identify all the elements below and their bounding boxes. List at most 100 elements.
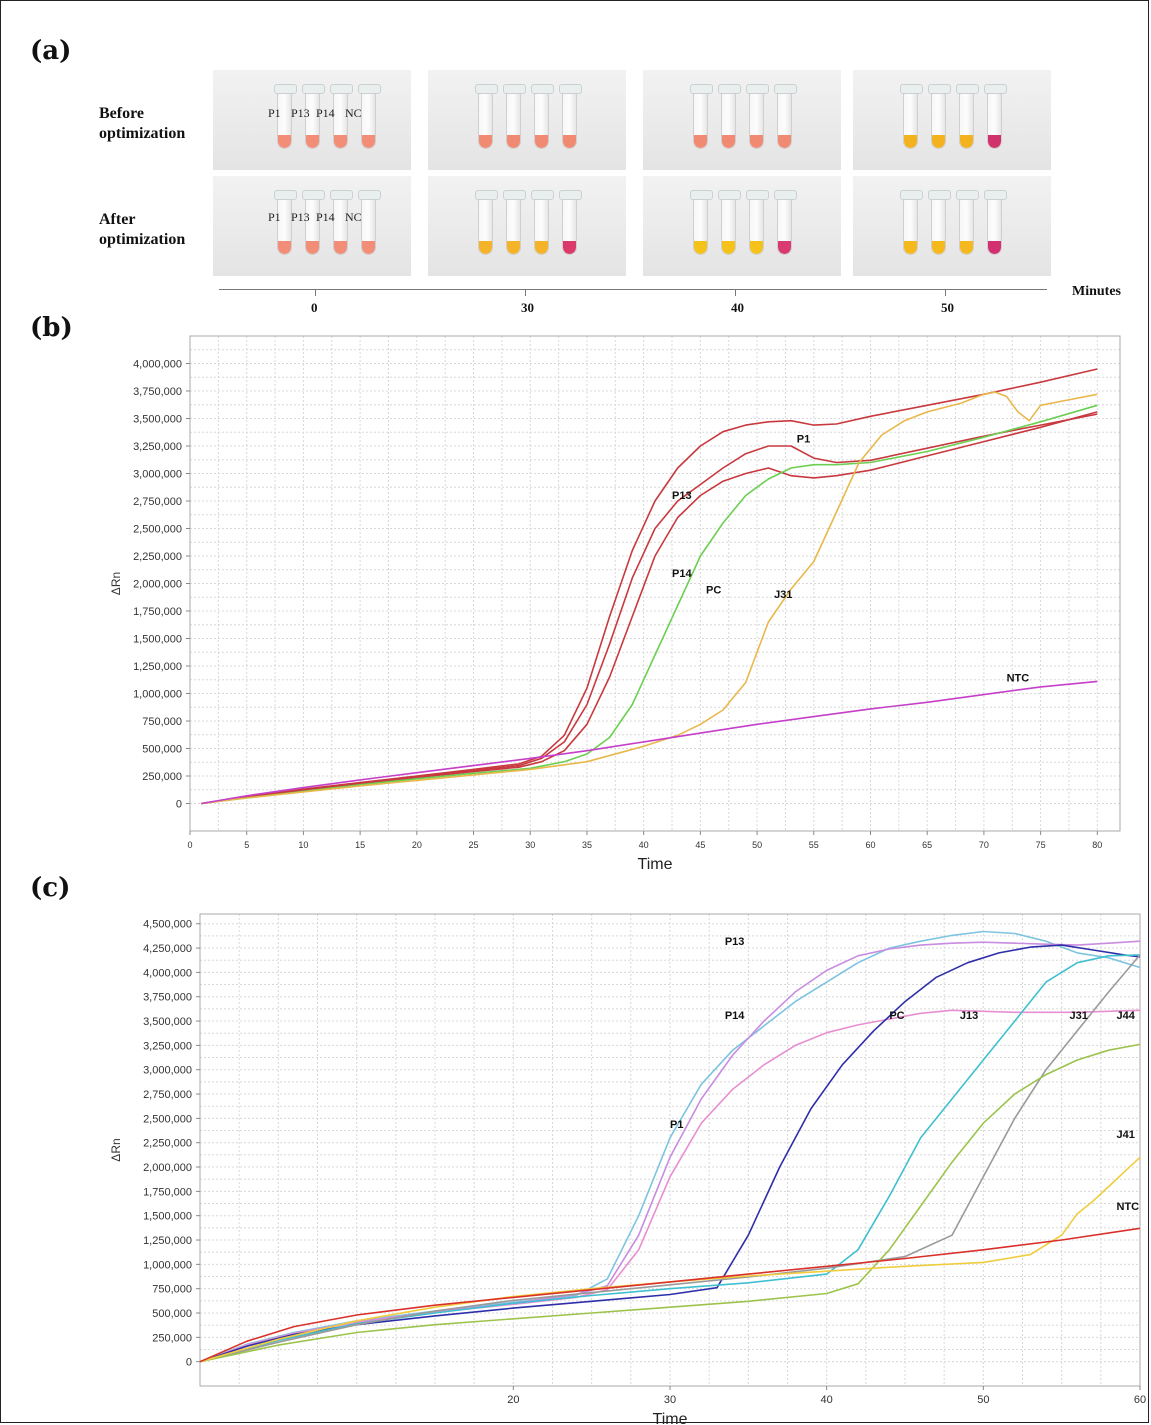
- y-tick-label: 1,250,000: [133, 661, 182, 673]
- x-tick-label: 50: [977, 1394, 989, 1406]
- x-tick-label: 0: [187, 840, 192, 850]
- panel-a-label: (a): [30, 36, 72, 66]
- tube: [302, 190, 325, 260]
- tube: [330, 190, 353, 260]
- chart-b: 0 250,000 500,000 750,000 1,000,000 1,250,000…: [109, 335, 1121, 873]
- series-line-pc: [201, 404, 1098, 805]
- y-tick-label: 4,250,000: [143, 943, 192, 955]
- y-tick-label: 2,250,000: [133, 551, 182, 563]
- series-line-j44: [199, 1043, 1141, 1363]
- x-tick-label: 45: [695, 840, 705, 850]
- y-tick-label: 250,000: [142, 771, 182, 783]
- tube: [984, 190, 1007, 260]
- y-tick-label: 2,000,000: [143, 1162, 192, 1174]
- tube-photo-r0-c3: [853, 70, 1051, 170]
- x-tick-label: 55: [809, 840, 819, 850]
- y-tick-label: 750,000: [152, 1284, 192, 1296]
- annotation-ntc: NTC: [1007, 672, 1030, 684]
- tube: [559, 84, 582, 154]
- annotation-p1: P1: [797, 434, 810, 446]
- x-tick-label: 5: [244, 840, 249, 850]
- y-tick-label: 1,000,000: [133, 689, 182, 701]
- x-tick-label: 75: [1036, 840, 1046, 850]
- tube: [475, 190, 498, 260]
- x-tick-label: 40: [639, 840, 649, 850]
- tube: [900, 190, 923, 260]
- series-line-j31: [199, 954, 1141, 1363]
- tube-label: P1: [268, 210, 281, 224]
- time-axis-line: [219, 289, 1047, 290]
- x-axis-title: Time: [638, 856, 673, 873]
- y-tick-label: 0: [176, 799, 182, 811]
- tube: [956, 190, 979, 260]
- tube: [503, 84, 526, 154]
- time-tick-mark: [525, 289, 526, 296]
- tube: [746, 84, 769, 154]
- tube: [928, 190, 951, 260]
- tube-label: P13: [291, 210, 310, 224]
- tube: [774, 190, 797, 260]
- time-tick-label: 0: [311, 300, 318, 315]
- y-tick-label: 1,750,000: [143, 1186, 192, 1198]
- annotation-p13: P13: [725, 936, 745, 948]
- y-axis-title: ΔRn: [109, 1138, 123, 1161]
- tube: [559, 190, 582, 260]
- tube-photo-r0-c2: [643, 70, 841, 170]
- time-tick-label: 30: [521, 300, 534, 315]
- y-tick-label: 4,500,000: [143, 919, 192, 931]
- tube-label: NC: [345, 106, 362, 120]
- annotation-pc: PC: [706, 584, 721, 596]
- y-tick-label: 1,000,000: [143, 1259, 192, 1271]
- x-tick-label: 20: [412, 840, 422, 850]
- tube: [746, 190, 769, 260]
- y-tick-label: 3,500,000: [133, 414, 182, 426]
- time-tick-mark: [945, 289, 946, 296]
- y-tick-label: 500,000: [142, 744, 182, 756]
- tube: [330, 84, 353, 154]
- tube: [928, 84, 951, 154]
- annotation-ntc: NTC: [1117, 1201, 1140, 1213]
- tube: [956, 84, 979, 154]
- annotation-j13: J13: [960, 1010, 978, 1022]
- x-tick-label: 15: [355, 840, 365, 850]
- annotation-p13: P13: [672, 490, 692, 502]
- tube: [718, 84, 741, 154]
- y-tick-label: 2,500,000: [143, 1113, 192, 1125]
- x-tick-label: 50: [752, 840, 762, 850]
- x-tick-label: 20: [507, 1394, 519, 1406]
- time-tick-mark: [315, 289, 316, 296]
- series-line-j13: [199, 954, 1141, 1363]
- y-tick-label: 2,750,000: [133, 496, 182, 508]
- tube: [774, 84, 797, 154]
- series-line-ntc: [201, 680, 1098, 805]
- y-tick-label: 3,000,000: [133, 469, 182, 481]
- annotation-p1: P1: [670, 1119, 683, 1131]
- tube-label: P13: [291, 106, 310, 120]
- tube-label: P14: [316, 210, 335, 224]
- tube: [358, 190, 381, 260]
- series-line-j41: [199, 1156, 1141, 1363]
- series-line-ntc: [199, 1227, 1141, 1363]
- tube-label: P14: [316, 106, 335, 120]
- x-tick-label: 80: [1092, 840, 1102, 850]
- y-tick-label: 3,750,000: [143, 992, 192, 1004]
- tube: [274, 190, 297, 260]
- annotation-p14: P14: [672, 568, 692, 580]
- tube: [358, 84, 381, 154]
- tube: [531, 190, 554, 260]
- panel-b-label: (b): [30, 313, 73, 343]
- y-tick-label: 0: [186, 1357, 192, 1369]
- tube: [503, 190, 526, 260]
- tube-photo-r1-c2: [643, 176, 841, 276]
- y-tick-label: 250,000: [152, 1332, 192, 1344]
- tube: [274, 84, 297, 154]
- tube-photo-r1-c1: [428, 176, 626, 276]
- tube: [690, 84, 713, 154]
- panel-c-label: (c): [30, 873, 71, 903]
- series-line-p13: [201, 368, 1098, 805]
- y-tick-label: 3,000,000: [143, 1065, 192, 1077]
- y-tick-label: 1,750,000: [133, 606, 182, 618]
- tube-label: P1: [268, 106, 281, 120]
- x-tick-label: 25: [469, 840, 479, 850]
